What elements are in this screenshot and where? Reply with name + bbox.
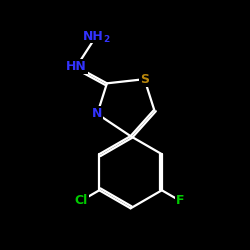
Text: HN: HN — [66, 60, 87, 73]
Text: 2: 2 — [103, 35, 109, 44]
Text: N: N — [92, 108, 102, 120]
Text: F: F — [176, 194, 184, 207]
Text: Cl: Cl — [74, 194, 88, 207]
Text: NH: NH — [83, 30, 103, 43]
Text: S: S — [140, 73, 149, 86]
